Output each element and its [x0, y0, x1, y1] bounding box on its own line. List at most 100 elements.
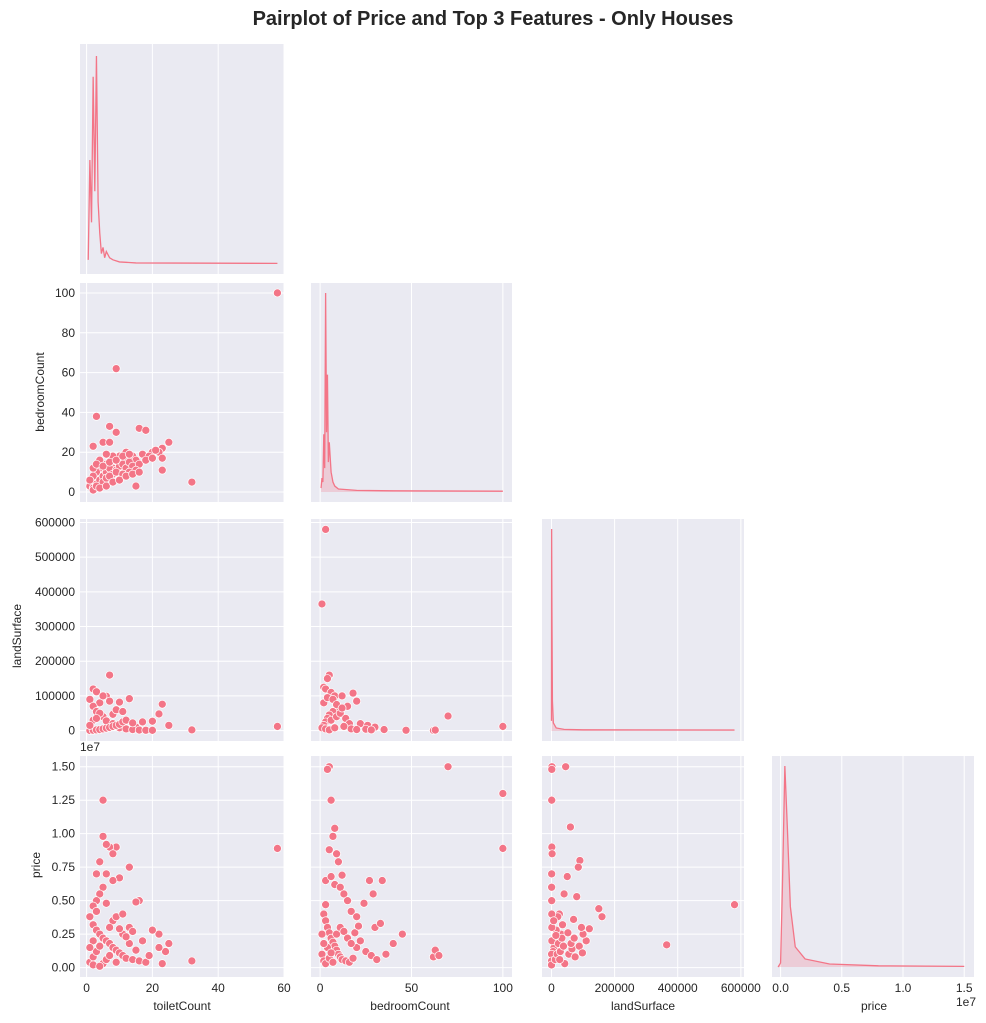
data-point	[138, 936, 147, 946]
data-point	[115, 924, 124, 934]
ticks-layer: 0 20 40 60 0 50 100 0 200000 400000 600000 0.0 0.5 1.…	[35, 286, 973, 995]
data-point	[498, 844, 508, 853]
data-point	[148, 453, 157, 463]
data-point	[88, 441, 98, 451]
data-point	[131, 897, 141, 907]
data-point	[381, 949, 391, 959]
data-point	[187, 956, 197, 966]
data-point	[85, 912, 95, 922]
data-point	[273, 844, 282, 853]
data-point	[108, 876, 118, 885]
data-point	[498, 789, 508, 798]
data-point	[273, 722, 282, 731]
data-point	[443, 711, 453, 721]
y-tick-label: 0	[68, 724, 75, 738]
data-point	[359, 898, 369, 908]
panel-background	[772, 756, 974, 977]
data-point	[157, 465, 167, 475]
data-point	[377, 876, 387, 885]
panel-price-vs-bedroomcount	[311, 756, 512, 977]
data-point	[92, 714, 101, 723]
data-point	[348, 688, 358, 698]
offset-text-price-y: 1e7	[80, 740, 100, 754]
panel-toiletcount-vs-toiletcount	[80, 44, 285, 274]
x-tick-label: 50	[405, 981, 419, 995]
data-point	[98, 461, 108, 471]
data-point	[111, 455, 121, 465]
data-point	[148, 725, 157, 735]
data-point	[578, 948, 587, 958]
x-tick-label: 400000	[658, 981, 698, 995]
kde-line-bedroomcount	[320, 292, 503, 492]
data-point	[388, 939, 398, 948]
data-point	[92, 869, 101, 879]
data-point	[128, 718, 137, 728]
data-point	[111, 364, 121, 373]
data-point	[317, 599, 327, 609]
data-point	[597, 912, 607, 922]
data-point	[317, 929, 327, 939]
data-point	[105, 437, 114, 447]
data-point	[101, 869, 111, 879]
x-axis-label-price: price	[861, 999, 887, 1013]
data-point	[125, 449, 134, 459]
panel-landsurface-vs-toiletcount	[80, 519, 285, 741]
data-point	[339, 722, 349, 731]
panel-background	[80, 519, 284, 741]
x-tick-label: 0.0	[772, 981, 789, 995]
data-point	[161, 947, 170, 956]
data-point	[337, 691, 347, 701]
data-point	[326, 948, 336, 958]
data-point	[131, 945, 141, 955]
data-point	[372, 955, 382, 964]
data-point	[134, 467, 144, 477]
data-point	[131, 481, 141, 491]
data-point	[92, 412, 101, 421]
data-point	[138, 717, 147, 727]
panel-background	[542, 519, 744, 741]
data-point	[559, 941, 568, 951]
y-tick-label: 600000	[35, 515, 75, 529]
data-point	[434, 951, 444, 960]
data-point	[85, 943, 95, 952]
panel-bedroomcount-vs-toiletcount	[80, 283, 285, 502]
data-point	[321, 525, 330, 534]
data-point	[128, 927, 137, 936]
data-point	[559, 889, 569, 899]
panel-price-vs-landsurface	[542, 756, 744, 977]
data-point	[326, 795, 336, 805]
data-point	[157, 453, 167, 463]
panel-price-vs-price	[772, 756, 974, 977]
data-point	[354, 921, 363, 931]
y-axis-label-landsurface: landSurface	[10, 604, 24, 668]
data-point	[562, 872, 572, 881]
y-tick-label: 500000	[35, 550, 75, 564]
y-tick-label: 20	[62, 445, 76, 459]
data-point	[547, 849, 557, 859]
data-point	[154, 943, 164, 952]
data-point	[346, 907, 356, 916]
x-axis-label-toiletcount: toiletCount	[153, 999, 211, 1013]
kde-line-landsurface	[550, 528, 735, 731]
x-axis-label-landsurface: landSurface	[611, 999, 675, 1013]
data-point	[339, 927, 349, 936]
data-point	[662, 940, 672, 950]
data-point	[98, 795, 108, 805]
y-tick-label: 40	[62, 405, 76, 419]
x-axis-label-bedroomcount: bedroomCount	[370, 999, 450, 1013]
data-point	[92, 687, 101, 697]
data-point	[125, 862, 134, 872]
data-point	[154, 929, 164, 939]
x-tick-label: 40	[212, 981, 226, 995]
data-point	[547, 896, 557, 906]
data-point	[121, 932, 131, 942]
data-point	[398, 929, 407, 939]
data-point	[366, 725, 376, 735]
panel-background	[80, 44, 284, 274]
data-point	[98, 832, 108, 841]
panels-layer	[80, 44, 974, 977]
data-point	[401, 725, 411, 735]
data-point	[547, 869, 557, 879]
data-point	[101, 898, 111, 908]
y-axis-label-bedroomcount: bedroomCount	[33, 352, 47, 432]
